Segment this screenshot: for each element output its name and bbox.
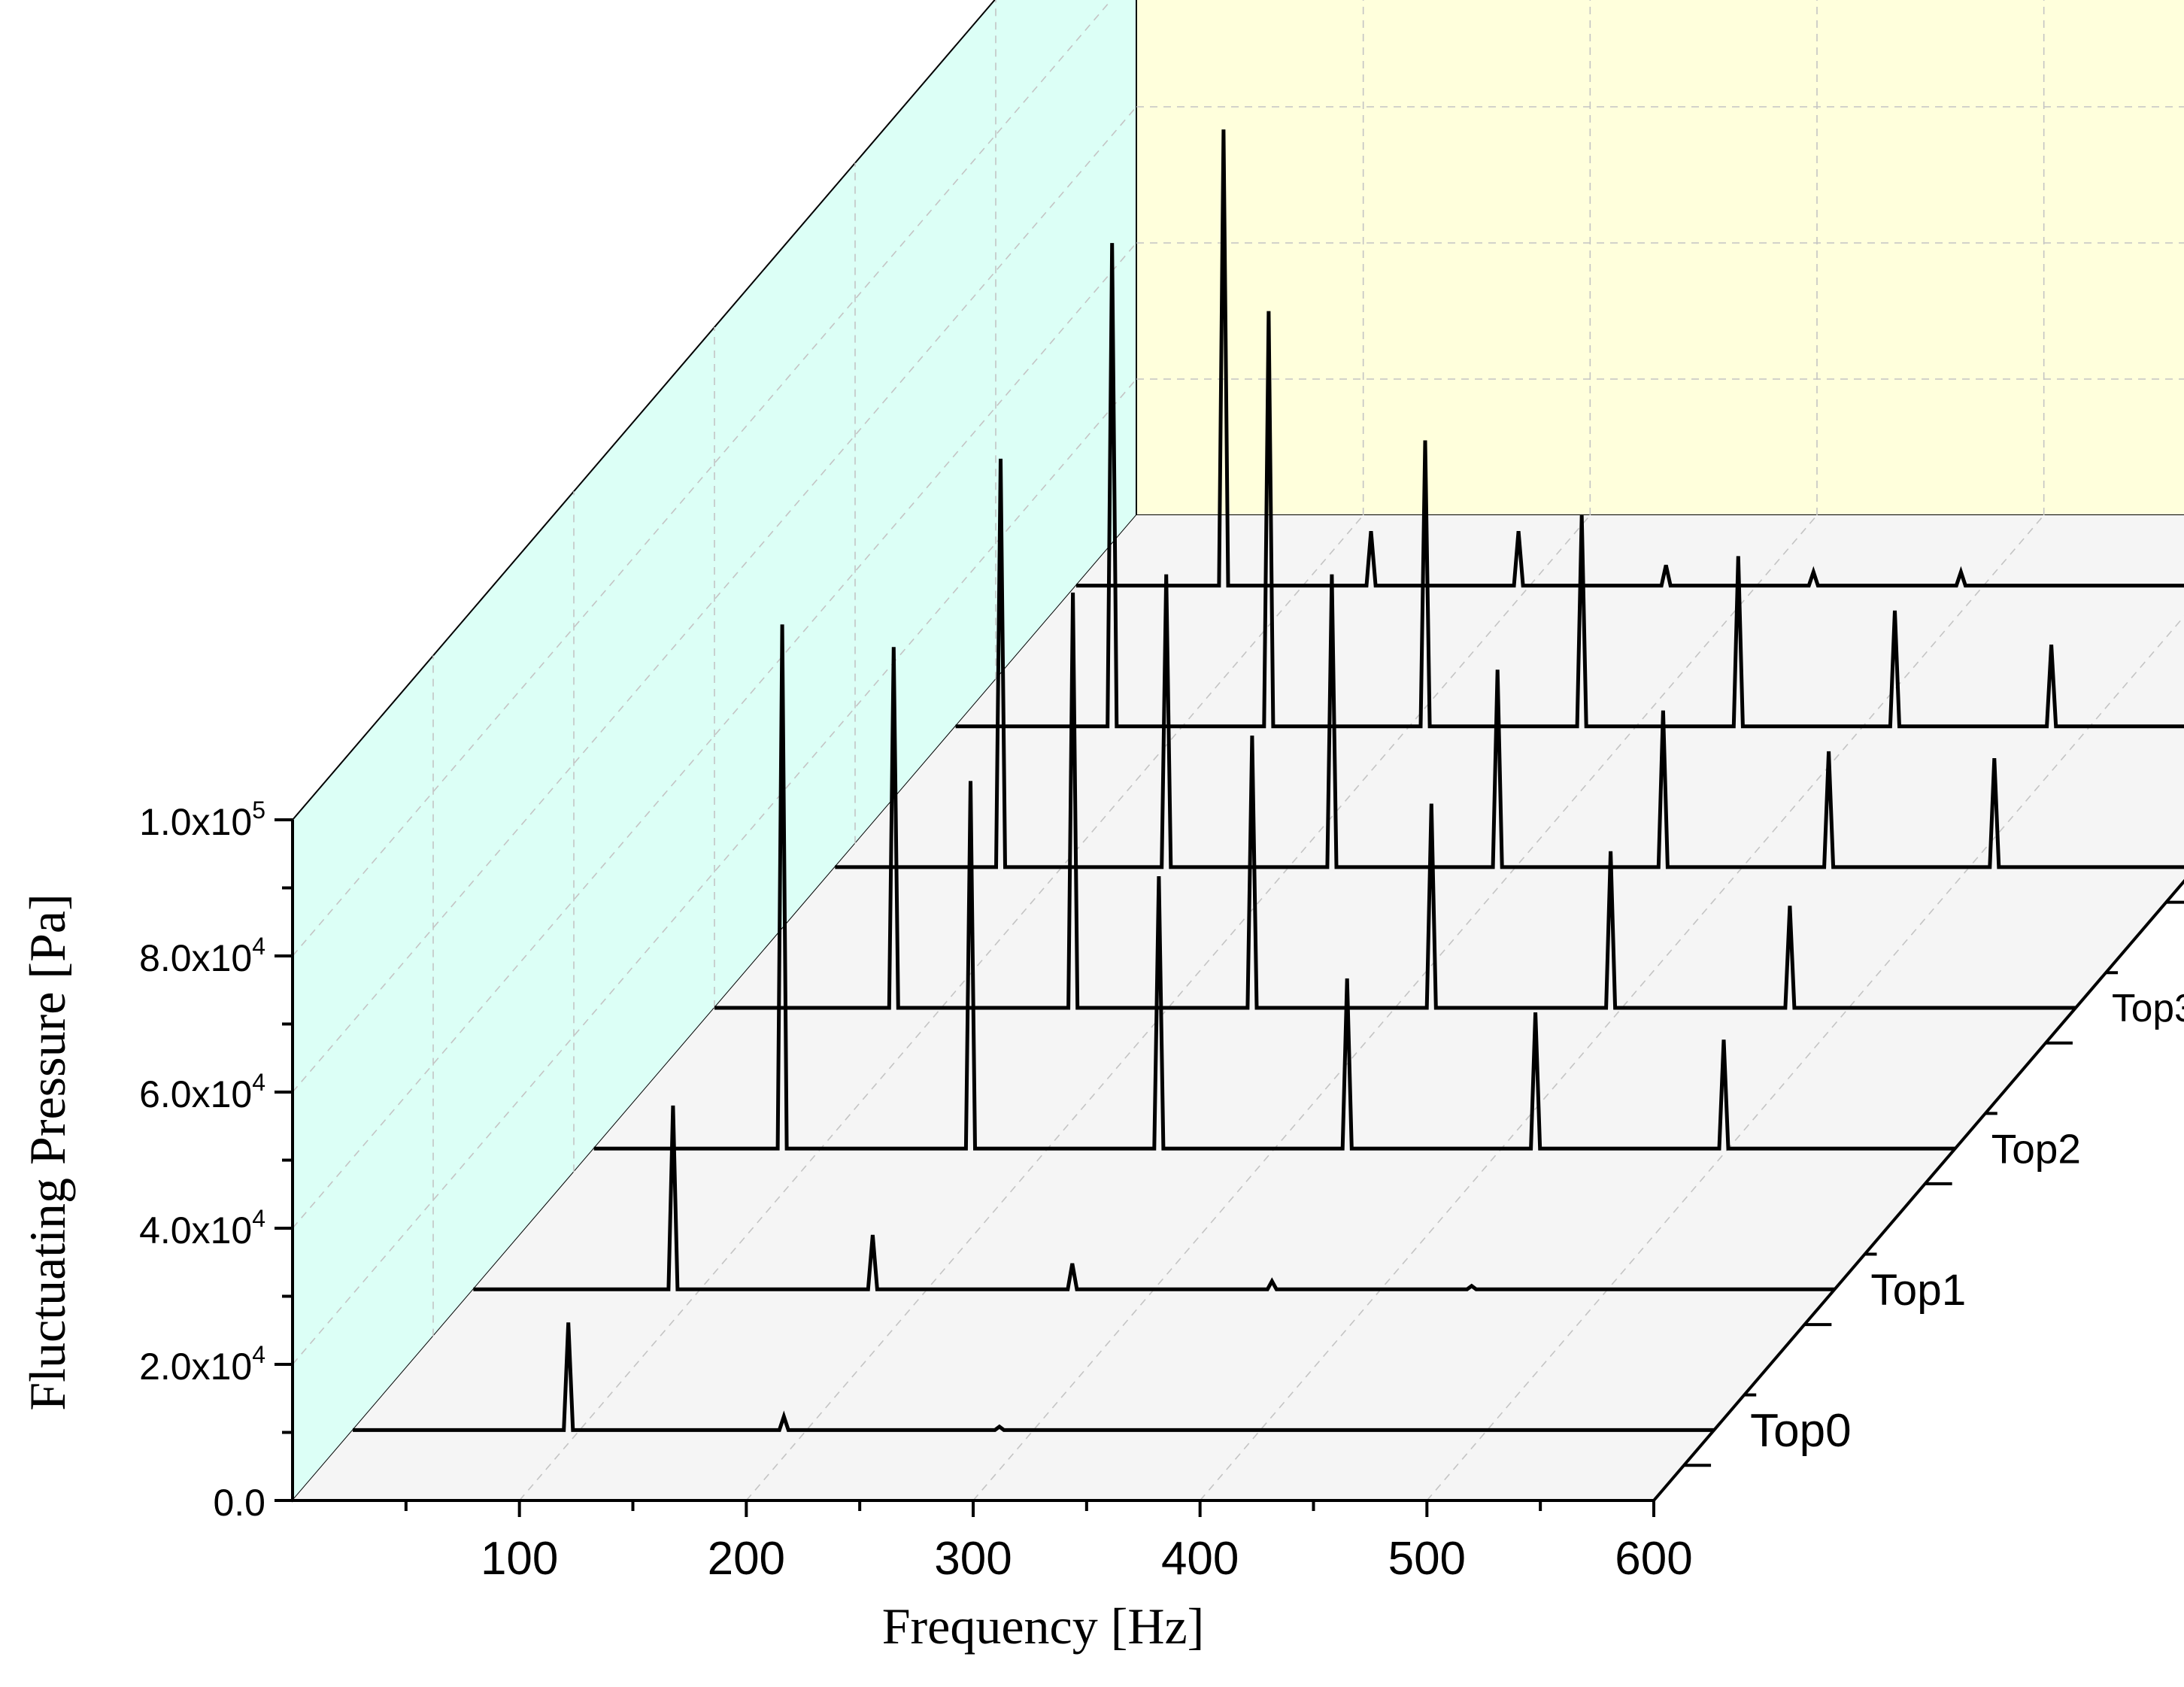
y-tick-label: 2.0x104 bbox=[139, 1341, 265, 1388]
back-walls bbox=[292, 0, 2184, 1503]
y-tick-label: 4.0x104 bbox=[139, 1205, 265, 1252]
x-tick-label: 600 bbox=[1615, 1533, 1692, 1585]
depth-axis-line bbox=[1652, 878, 2184, 1502]
x-tick-label: 500 bbox=[1388, 1533, 1466, 1585]
depth-label-top3: Top3 bbox=[2112, 986, 2184, 1030]
series-line-top4 bbox=[835, 458, 2184, 869]
series-line-top2 bbox=[593, 624, 1955, 1151]
y-tick-label: 8.0x104 bbox=[139, 933, 265, 979]
depth-label-top1: Top1 bbox=[1870, 1266, 1966, 1315]
x-tick-label: 200 bbox=[708, 1533, 785, 1585]
x-axis-label: Frequency [Hz] bbox=[882, 1597, 1205, 1655]
depth-label-top0: Top0 bbox=[1750, 1405, 1851, 1457]
axes bbox=[275, 818, 2184, 1517]
y-tick-label: 6.0x104 bbox=[139, 1069, 265, 1115]
back-wall bbox=[1136, 0, 2184, 516]
series-line-top5 bbox=[955, 243, 2184, 729]
y-axis-label: Fluctuating Pressure [Pa] bbox=[19, 894, 76, 1410]
series-line-top0 bbox=[353, 1322, 1715, 1432]
x-tick-label: 300 bbox=[934, 1533, 1012, 1585]
y-tick-label: 1.0x105 bbox=[139, 796, 265, 843]
tick-labels: 100 200 300 400 500 600 0.0 2.0x104 4.0x104 6.0x1… bbox=[139, 796, 2184, 1585]
series-line-top6 bbox=[1075, 129, 2184, 588]
x-tick-label: 100 bbox=[481, 1533, 558, 1585]
series-line-top1 bbox=[473, 1105, 1835, 1291]
depth-label-top2: Top2 bbox=[1991, 1125, 2081, 1172]
y-tick-label: 0.0 bbox=[213, 1482, 265, 1524]
series-traces bbox=[353, 129, 2184, 1432]
x-tick-label: 400 bbox=[1161, 1533, 1239, 1585]
series-line-top3 bbox=[714, 592, 2076, 1010]
